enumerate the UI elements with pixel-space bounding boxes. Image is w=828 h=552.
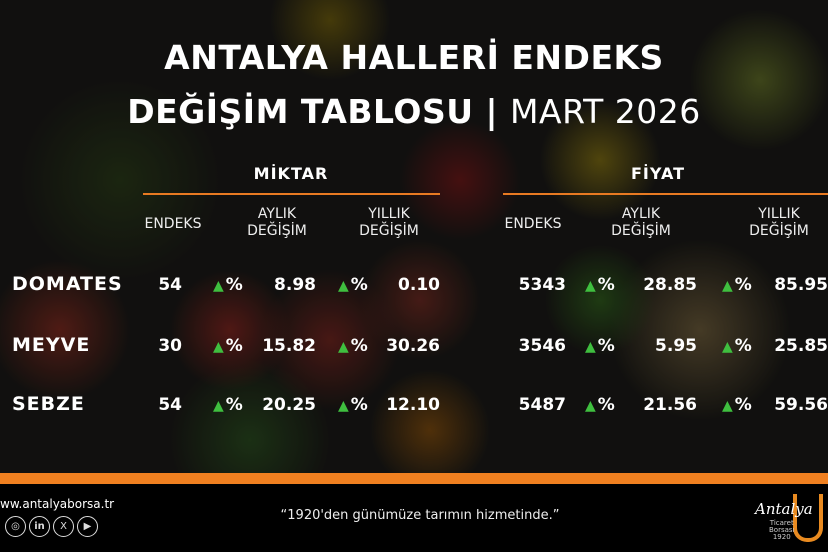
value-miktar-aylik: 8.98 [274,275,316,295]
up-arrow-icon: ▲ [338,398,349,414]
change-indicator: ▲% [722,395,752,415]
percent-sign: % [597,395,615,415]
change-indicator: ▲% [338,275,368,295]
section-miktar: MİKTAR [253,164,329,183]
change-indicator: ▲% [213,395,243,415]
title-line-1: ANTALYA HALLERİ ENDEKS [164,38,664,77]
antalya-borsa-logo: Antalya Ticaret Borsası 1920 [755,494,828,546]
x-icon[interactable]: X [53,516,74,537]
value-fiyat-endeks: 5343 [518,275,566,295]
header-yillik: YILLIK [368,206,410,222]
value-miktar-endeks: 30 [158,336,182,356]
percent-sign: % [734,275,752,295]
up-arrow-icon: ▲ [338,339,349,355]
value-fiyat-endeks: 3546 [518,336,566,356]
header-endeks: ENDEKS [144,216,202,232]
value-miktar-yillik: 30.26 [386,336,440,356]
header-endeks: ENDEKS [504,216,562,232]
linkedin-icon[interactable]: in [29,516,50,537]
up-arrow-icon: ▲ [213,398,224,414]
value-miktar-endeks: 54 [158,395,182,415]
up-arrow-icon: ▲ [585,278,596,294]
up-arrow-icon: ▲ [338,278,349,294]
percent-sign: % [350,336,368,356]
website-link[interactable]: ww.antalyaborsa.tr [0,497,115,511]
header-yillik-degisim: YILLIK DEĞİŞİM [749,206,809,240]
percent-sign: % [350,275,368,295]
percent-sign: % [225,395,243,415]
header-aylik-degisim: AYLIK DEĞİŞİM [611,206,671,240]
up-arrow-icon: ▲ [585,339,596,355]
title-bold: DEĞİŞİM TABLOSU | [127,92,511,131]
percent-sign: % [734,395,752,415]
section-fiyat: FİYAT [631,164,685,183]
value-fiyat-yillik: 59.56 [774,395,828,415]
header-aylik-degisim: AYLIK DEĞİŞİM [247,206,307,240]
change-indicator: ▲% [722,336,752,356]
divider-fiyat [503,193,828,195]
up-arrow-icon: ▲ [722,398,733,414]
percent-sign: % [734,336,752,356]
instagram-icon[interactable]: ◎ [5,516,26,537]
percent-sign: % [225,275,243,295]
value-fiyat-yillik: 85.95 [774,275,828,295]
slogan: “1920'den günümüze tarımın hizmetinde.” [280,508,560,523]
header-degisim: DEĞİŞİM [749,223,809,239]
value-fiyat-aylik: 21.56 [643,395,697,415]
change-indicator: ▲% [585,395,615,415]
header-yillik: YILLIK [758,206,800,222]
up-arrow-icon: ▲ [213,278,224,294]
value-miktar-yillik: 0.10 [398,275,440,295]
percent-sign: % [225,336,243,356]
title-date: MART 2026 [510,92,701,131]
orange-bar [0,473,828,484]
up-arrow-icon: ▲ [213,339,224,355]
row-label: DOMATES [12,273,123,295]
value-fiyat-aylik: 28.85 [643,275,697,295]
value-miktar-yillik: 12.10 [386,395,440,415]
change-indicator: ▲% [585,336,615,356]
value-fiyat-yillik: 25.85 [774,336,828,356]
change-indicator: ▲% [338,336,368,356]
title-line-2: DEĞİŞİM TABLOSU | MART 2026 [0,92,828,131]
value-miktar-aylik: 15.82 [262,336,316,356]
footer: ww.antalyaborsa.tr ◎ in X ▶ “1920'den günüm… [0,484,828,552]
header-degisim: DEĞİŞİM [247,223,307,239]
percent-sign: % [597,275,615,295]
row-label: MEYVE [12,334,91,356]
up-arrow-icon: ▲ [722,339,733,355]
header-aylik: AYLIK [621,206,661,222]
header-degisim: DEĞİŞİM [611,223,671,239]
value-fiyat-endeks: 5487 [518,395,566,415]
up-arrow-icon: ▲ [585,398,596,414]
divider-miktar [143,193,440,195]
background-photo [0,0,828,473]
up-arrow-icon: ▲ [722,278,733,294]
youtube-icon[interactable]: ▶ [77,516,98,537]
header-aylik: AYLIK [257,206,297,222]
percent-sign: % [597,336,615,356]
header-degisim: DEĞİŞİM [359,223,419,239]
header-yillik-degisim: YILLIK DEĞİŞİM [359,206,419,240]
value-miktar-endeks: 54 [158,275,182,295]
row-label: SEBZE [12,393,85,415]
percent-sign: % [350,395,368,415]
change-indicator: ▲% [213,275,243,295]
change-indicator: ▲% [213,336,243,356]
change-indicator: ▲% [585,275,615,295]
change-indicator: ▲% [338,395,368,415]
change-indicator: ▲% [722,275,752,295]
value-miktar-aylik: 20.25 [262,395,316,415]
social-links: ◎ in X ▶ [5,514,101,537]
value-fiyat-aylik: 5.95 [655,336,697,356]
